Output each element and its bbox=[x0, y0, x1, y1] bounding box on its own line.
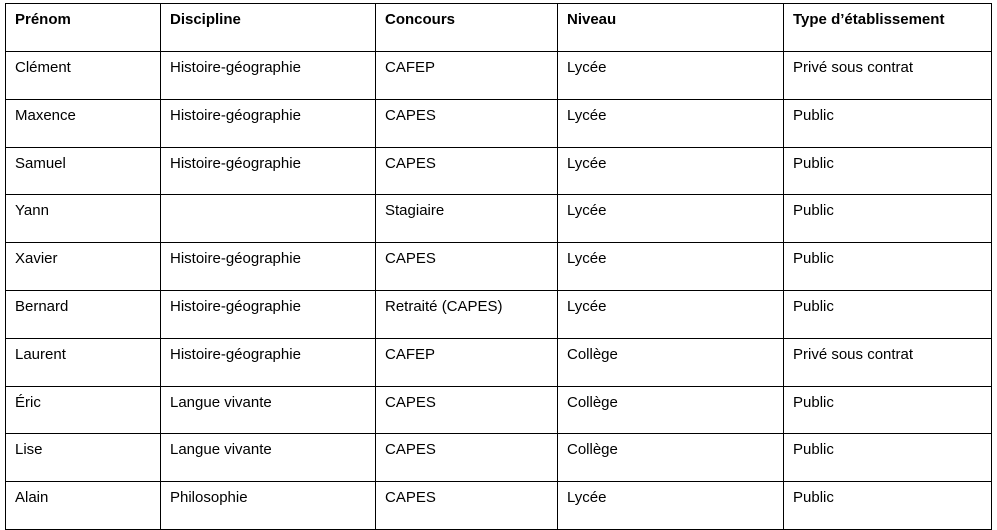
cell-prenom: Alain bbox=[5, 481, 161, 530]
cell-type-etablissement: Public bbox=[783, 289, 992, 339]
table-row: Clément Histoire-géographie CAFEP Lycée Priv… bbox=[5, 51, 992, 100]
cell-niveau: Lycée bbox=[557, 242, 784, 291]
cell-discipline: Philosophie bbox=[160, 481, 376, 530]
cell-discipline: Histoire-géographie bbox=[160, 242, 376, 291]
column-header-type-etablissement: Type d’établissement bbox=[783, 3, 992, 52]
cell-discipline: Langue vivante bbox=[160, 385, 376, 435]
table-row: Lise Langue vivante CAPES Collège Public bbox=[5, 433, 992, 483]
cell-prenom: Éric bbox=[5, 385, 161, 435]
cell-discipline: Histoire-géographie bbox=[160, 289, 376, 339]
cell-concours: Retraité (CAPES) bbox=[375, 289, 558, 339]
cell-type-etablissement: Public bbox=[783, 98, 992, 148]
cell-prenom: Laurent bbox=[5, 337, 161, 387]
cell-discipline: Histoire-géographie bbox=[160, 146, 376, 196]
table-row: Yann Stagiaire Lycée Public bbox=[5, 194, 992, 244]
cell-prenom: Clément bbox=[5, 51, 161, 100]
table-header-row: Prénom Discipline Concours Niveau Type d’éta… bbox=[5, 3, 992, 52]
table-row: Xavier Histoire-géographie CAPES Lycée Publi… bbox=[5, 242, 992, 291]
cell-discipline: Histoire-géographie bbox=[160, 337, 376, 387]
table-row: Samuel Histoire-géographie CAPES Lycée Publi… bbox=[5, 146, 992, 196]
cell-prenom: Bernard bbox=[5, 289, 161, 339]
cell-niveau: Collège bbox=[557, 337, 784, 387]
cell-discipline: Histoire-géographie bbox=[160, 98, 376, 148]
column-header-prenom: Prénom bbox=[5, 3, 161, 52]
cell-niveau: Lycée bbox=[557, 481, 784, 530]
cell-type-etablissement: Public bbox=[783, 194, 992, 244]
cell-niveau: Collège bbox=[557, 433, 784, 483]
cell-type-etablissement: Public bbox=[783, 481, 992, 530]
cell-concours: CAFEP bbox=[375, 337, 558, 387]
cell-discipline bbox=[160, 194, 376, 244]
cell-type-etablissement: Public bbox=[783, 242, 992, 291]
cell-niveau: Lycée bbox=[557, 51, 784, 100]
cell-niveau: Lycée bbox=[557, 289, 784, 339]
cell-discipline: Langue vivante bbox=[160, 433, 376, 483]
cell-concours: CAPES bbox=[375, 385, 558, 435]
column-header-discipline: Discipline bbox=[160, 3, 376, 52]
column-header-concours: Concours bbox=[375, 3, 558, 52]
teachers-table: Prénom Discipline Concours Niveau Type d’éta… bbox=[5, 3, 992, 530]
cell-concours: CAPES bbox=[375, 433, 558, 483]
cell-prenom: Yann bbox=[5, 194, 161, 244]
cell-concours: CAPES bbox=[375, 242, 558, 291]
table-row: Bernard Histoire-géographie Retraité (CAPE… bbox=[5, 289, 992, 339]
cell-concours: Stagiaire bbox=[375, 194, 558, 244]
cell-type-etablissement: Privé sous contrat bbox=[783, 51, 992, 100]
cell-discipline: Histoire-géographie bbox=[160, 51, 376, 100]
cell-type-etablissement: Privé sous contrat bbox=[783, 337, 992, 387]
cell-niveau: Lycée bbox=[557, 146, 784, 196]
column-header-niveau: Niveau bbox=[557, 3, 784, 52]
cell-prenom: Lise bbox=[5, 433, 161, 483]
cell-concours: CAPES bbox=[375, 146, 558, 196]
cell-concours: CAPES bbox=[375, 98, 558, 148]
cell-prenom: Samuel bbox=[5, 146, 161, 196]
cell-niveau: Lycée bbox=[557, 98, 784, 148]
cell-concours: CAPES bbox=[375, 481, 558, 530]
cell-type-etablissement: Public bbox=[783, 385, 992, 435]
cell-prenom: Maxence bbox=[5, 98, 161, 148]
cell-prenom: Xavier bbox=[5, 242, 161, 291]
table-row: Alain Philosophie CAPES Lycée Public bbox=[5, 481, 992, 530]
cell-type-etablissement: Public bbox=[783, 433, 992, 483]
table-row: Éric Langue vivante CAPES Collège Public bbox=[5, 385, 992, 435]
cell-niveau: Lycée bbox=[557, 194, 784, 244]
table-row: Laurent Histoire-géographie CAFEP Collège Pr… bbox=[5, 337, 992, 387]
cell-niveau: Collège bbox=[557, 385, 784, 435]
cell-type-etablissement: Public bbox=[783, 146, 992, 196]
table-row: Maxence Histoire-géographie CAPES Lycée Publ… bbox=[5, 98, 992, 148]
cell-concours: CAFEP bbox=[375, 51, 558, 100]
